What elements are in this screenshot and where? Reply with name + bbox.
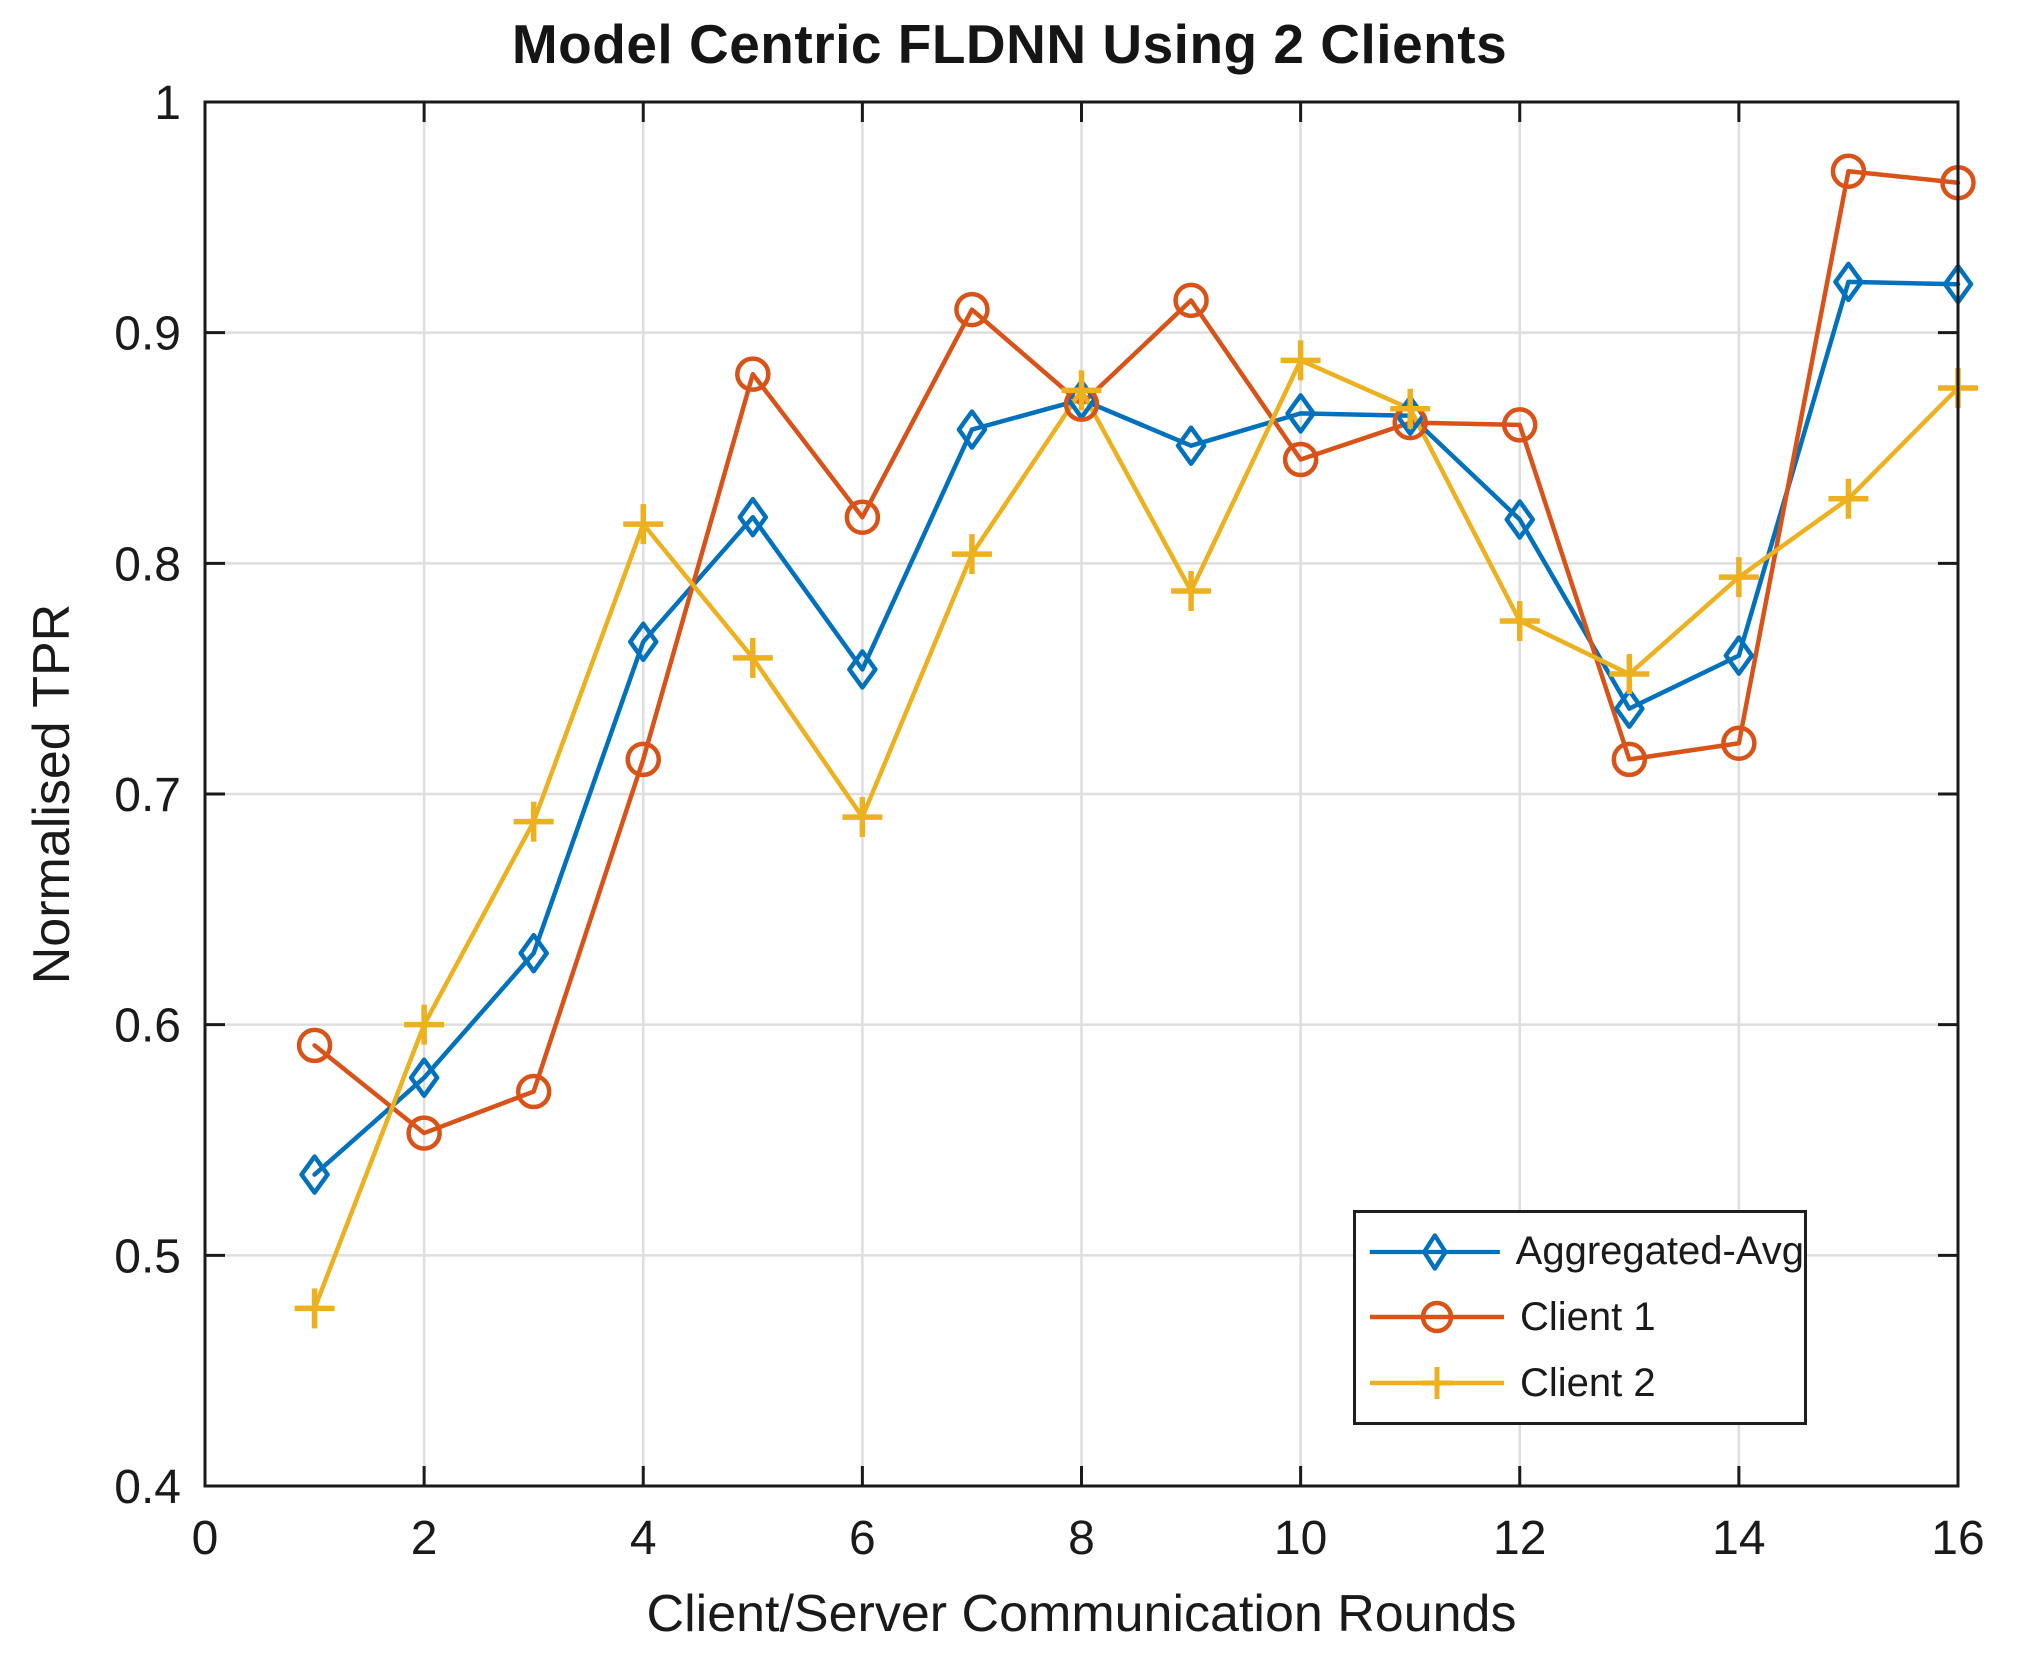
svg-text:0.4: 0.4 (114, 1461, 181, 1514)
x-axis-label: Client/Server Communication Rounds (646, 1585, 1517, 1643)
svg-text:1: 1 (154, 77, 181, 130)
legend-sample-client1-line-icon (1370, 1301, 1504, 1334)
svg-text:6: 6 (849, 1512, 876, 1565)
svg-text:0.8: 0.8 (114, 538, 181, 591)
svg-text:8: 8 (1068, 1512, 1095, 1565)
legend-row: Client 1 (1362, 1286, 1804, 1348)
legend-row: Client 2 (1362, 1352, 1804, 1414)
svg-text:4: 4 (630, 1512, 657, 1565)
legend-sample-client2-line-icon (1370, 1367, 1504, 1400)
svg-text:16: 16 (1931, 1512, 1984, 1565)
legend-label: Client 2 (1520, 1360, 1656, 1405)
svg-text:14: 14 (1712, 1512, 1765, 1565)
svg-text:0.6: 0.6 (114, 1000, 181, 1053)
chart-title: Model Centric FLDNN Using 2 Clients (511, 13, 1508, 75)
svg-text:0: 0 (192, 1512, 219, 1565)
svg-text:12: 12 (1493, 1512, 1546, 1565)
legend-label: Client 1 (1520, 1294, 1656, 1339)
legend-label: Aggregated-Avg (1515, 1229, 1804, 1274)
svg-text:0.5: 0.5 (114, 1230, 181, 1283)
legend-sample-aggregated-avg-line-icon (1369, 1233, 1500, 1271)
legend-box: Aggregated-Avg Client 1 Client 2 (1353, 1210, 1807, 1425)
svg-text:0.7: 0.7 (114, 769, 181, 822)
svg-text:2: 2 (411, 1512, 438, 1565)
legend-row: Aggregated-Avg (1362, 1221, 1804, 1283)
svg-text:0.9: 0.9 (114, 308, 181, 361)
svg-text:10: 10 (1274, 1512, 1327, 1565)
